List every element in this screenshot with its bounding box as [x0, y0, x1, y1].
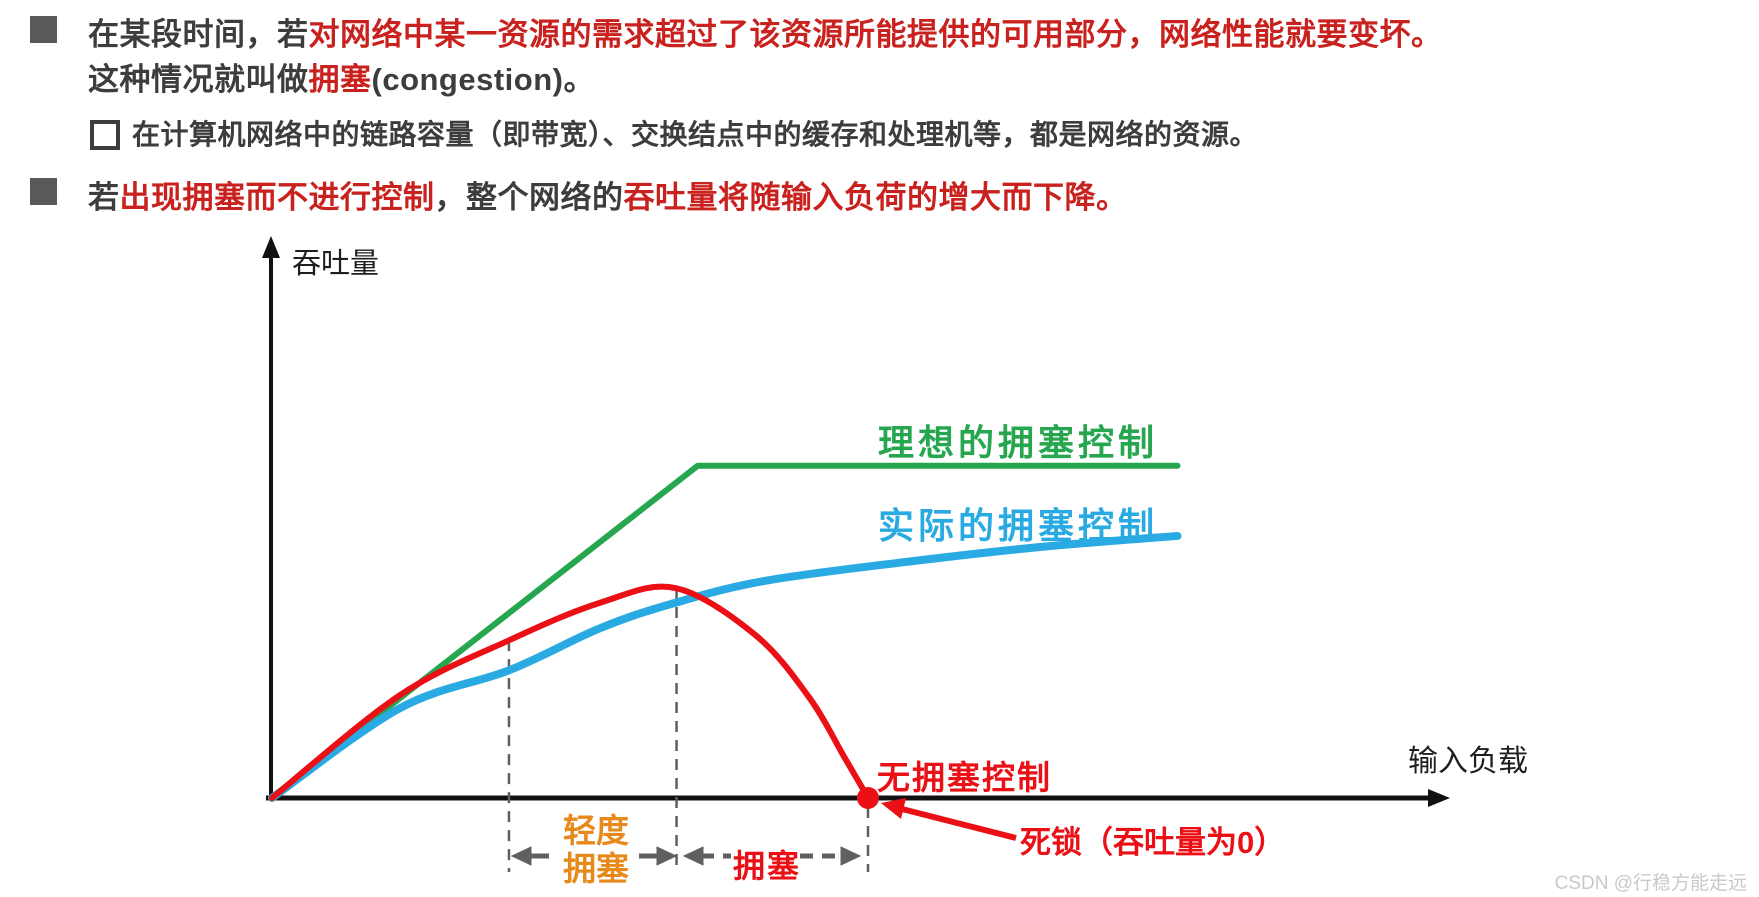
no-control-curve-label: 无拥塞控制 — [877, 759, 1052, 796]
text-segment: 这种情况就叫做 — [88, 62, 309, 97]
arrow-head-icon — [881, 798, 906, 819]
ideal-curve-label: 理想的拥塞控制 — [878, 422, 1159, 463]
light-congestion-label: 轻度拥塞 — [563, 812, 629, 887]
bullet-square-icon — [30, 178, 57, 205]
text-segment: 出现拥塞而不进行控制 — [119, 180, 435, 215]
deadlock-point — [856, 787, 879, 809]
congestion-label: 拥塞 — [733, 848, 802, 884]
watermark: CSDN @行稳方能走远 — [1554, 873, 1747, 894]
actual-curve-label: 实际的拥塞控制 — [878, 505, 1159, 546]
text-segment: 吞吐量将随输入负荷的增大而下降。 — [623, 180, 1128, 215]
arrow-right-icon — [840, 846, 862, 866]
bullet-paragraph-3: 若出现拥塞而不进行控制，整个网络的吞吐量将随输入负荷的增大而下降。 — [88, 175, 1588, 220]
bullet-1-line-2: 这种情况就叫做拥塞(congestion)。 — [88, 57, 1588, 102]
text-segment: 拥塞 — [308, 62, 372, 97]
curve-none — [269, 583, 872, 801]
bullet-paragraph-2: 在计算机网络中的链路容量（即带宽）、交换结点中的缓存和处理机等，都是网络的资源。 — [132, 115, 1632, 155]
curve-actual — [268, 531, 1182, 802]
bullet-square-icon — [30, 16, 57, 43]
text-segment: (congestion)。 — [371, 62, 595, 97]
congestion-arrows — [682, 846, 862, 866]
bullet-paragraph-1: 在某段时间，若对网络中某一资源的需求超过了该资源所能提供的可用部分，网络性能就要… — [88, 12, 1588, 102]
deadlock-label: 死锁（吞吐量为0） — [1020, 825, 1286, 860]
y-axis-label: 吞吐量 — [292, 248, 380, 280]
y-axis-arrow-icon — [262, 236, 280, 258]
x-axis-label: 输入负载 — [1408, 745, 1528, 778]
curves-group — [268, 462, 1182, 872]
text-segment: ，整个网络的 — [434, 180, 624, 215]
deadlock-arrow — [881, 798, 1017, 841]
x-axis-arrow-icon — [1428, 789, 1450, 807]
text-segment: 在计算机网络中的链路容量（即带宽）、交换结点中的缓存和处理机等，都是网络的资源。 — [132, 119, 1259, 150]
text-segment: 若 — [88, 180, 120, 215]
bullet-hollow-square-icon — [90, 120, 120, 150]
bullet-1-line-1: 在某段时间，若对网络中某一资源的需求超过了该资源所能提供的可用部分，网络性能就要… — [88, 12, 1588, 57]
light-congestion-arrows — [510, 846, 678, 866]
text-segment: 对网络中某一资源的需求超过了该资源所能提供的可用部分，网络性能就要变坏。 — [308, 17, 1443, 52]
arrow-shaft — [901, 806, 1017, 841]
text-segment: 在某段时间，若 — [88, 17, 309, 52]
arrow-right-icon — [656, 846, 678, 866]
arrow-left-icon — [682, 846, 704, 866]
arrow-left-icon — [510, 846, 532, 866]
